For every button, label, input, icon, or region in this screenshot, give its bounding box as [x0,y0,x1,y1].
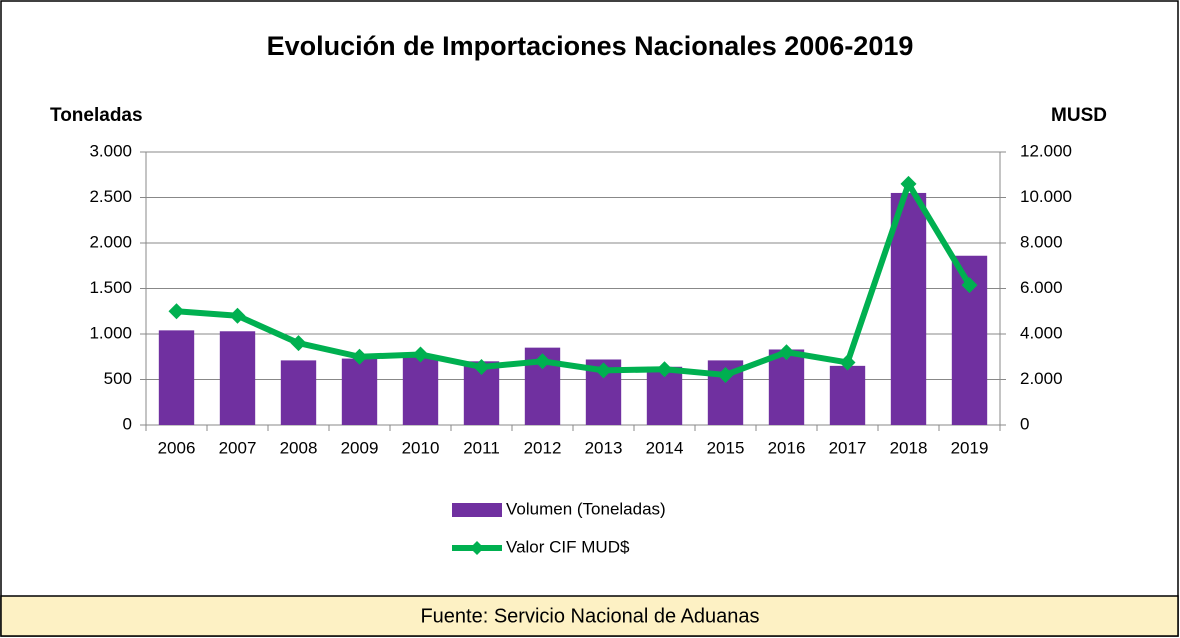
y-tick-label: 500 [104,369,132,388]
x-tick-label: 2009 [341,438,379,457]
bar [890,192,927,425]
marker [961,277,978,294]
x-tick-label: 2006 [158,438,196,457]
marker [656,361,673,378]
y-tick-label: 2.000 [89,232,132,251]
bar [219,331,256,425]
x-tick-label: 2008 [280,438,318,457]
y2-axis-title: MUSD [1051,105,1107,126]
legend-swatch [452,503,502,517]
x-tick-label: 2011 [463,438,500,457]
y2-tick-label: 0 [1020,414,1029,433]
x-tick-label: 2018 [890,438,928,457]
y2-tick-label: 12.000 [1020,141,1072,160]
marker [168,303,185,320]
x-tick-label: 2015 [707,438,745,457]
source: Fuente: Servicio Nacional de Aduanas [420,605,759,627]
bar [402,356,439,425]
bar [768,349,805,425]
y-tick-label: 3.000 [89,141,132,160]
legend-marker [470,541,484,555]
marker [473,358,490,375]
marker [351,348,368,365]
y-tick-label: 0 [123,414,132,433]
source-box [0,595,1179,637]
y-tick-label: 1.500 [89,278,132,297]
y2-tick-label: 4.000 [1020,323,1063,342]
y-tick-label: 1.000 [89,323,132,342]
marker [290,335,307,352]
legend-label: Valor CIF MUD$ [506,537,630,556]
line [176,180,973,378]
y2-tick-label: 6.000 [1020,278,1063,297]
marker [534,353,551,370]
x-tick-label: 2012 [524,438,562,457]
marker [412,346,429,363]
x-tick-label: 2017 [829,438,867,457]
x-tick-label: 2014 [646,438,684,457]
y2-tick-label: 8.000 [1020,232,1063,251]
chart-title: Evolución de Importaciones Nacionales 20… [267,31,914,61]
y-tick-label: 2.500 [89,187,132,206]
marker [229,307,246,324]
x-tick-label: 2007 [219,438,257,457]
x-tick-label: 2016 [768,438,806,457]
x-tick-label: 2013 [585,438,623,457]
y2-tick-label: 10.000 [1020,187,1072,206]
marker [595,362,612,379]
marker [900,175,917,192]
marker [778,344,795,361]
x-tick-label: 2010 [402,438,440,457]
bar [829,365,866,425]
bar [158,330,195,425]
y-axis-title: Toneladas [50,105,143,126]
y2-tick-label: 2.000 [1020,369,1063,388]
marker [717,366,734,383]
bar [341,358,378,425]
x-tick-label: 2019 [951,438,989,457]
marker [839,354,856,371]
bar [280,360,317,425]
legend-label: Volumen (Toneladas) [506,499,666,518]
